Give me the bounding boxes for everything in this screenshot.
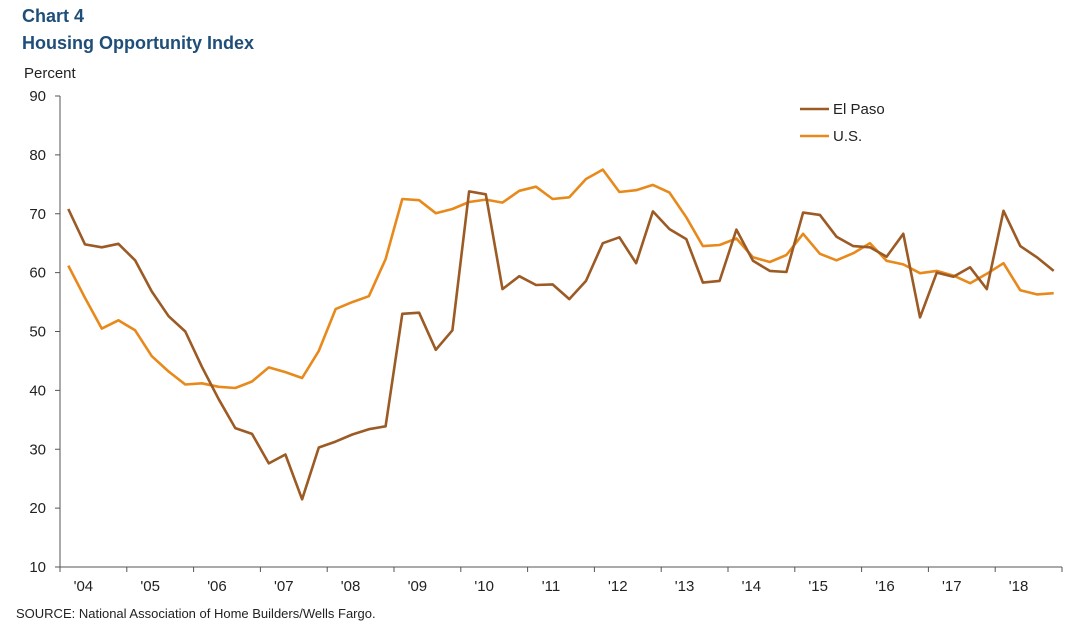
x-tick-label: '17	[942, 578, 962, 595]
x-tick-label: '12	[608, 578, 628, 595]
x-tick-label: '08	[341, 578, 361, 595]
x-tick-label: '04	[74, 578, 94, 595]
series-layer	[67, 168, 1055, 501]
x-tick-label: '15	[808, 578, 828, 595]
y-tick-label: 70	[29, 206, 46, 223]
chart-title: Housing Opportunity Index	[22, 33, 254, 53]
y-tick-label: 40	[29, 382, 46, 399]
x-axis: '04 '05 '06 '07 '08 '09 '10 '11 '12 '13 '14 '15 '16 '…	[59, 566, 1063, 595]
source-note: SOURCE: National Association of Home Bui…	[16, 606, 376, 621]
x-tick-label: '05	[140, 578, 160, 595]
x-tick-label: '10	[474, 578, 494, 595]
x-tick-label: '07	[274, 578, 294, 595]
y-tick-label: 20	[29, 500, 46, 517]
chart-label: Chart 4	[22, 6, 85, 26]
y-tick-label: 30	[29, 441, 46, 458]
y-tick-label: 10	[29, 559, 46, 576]
y-tick-label: 90	[29, 88, 46, 105]
y-tick-label: 80	[29, 147, 46, 164]
legend-label-u-s: U.S.	[833, 128, 862, 145]
x-tick-label: '16	[875, 578, 895, 595]
x-tick-label: '09	[408, 578, 428, 595]
x-tick-label: '06	[207, 578, 227, 595]
y-axis: 10 20 30 40 50 60 70 80 90	[29, 88, 61, 576]
legend-label-el-paso: El Paso	[833, 101, 885, 118]
x-tick-label: '18	[1009, 578, 1029, 595]
x-tick-label: '11	[542, 578, 560, 595]
series-line-el-paso	[67, 190, 1055, 501]
y-axis-title: Percent	[24, 65, 77, 82]
y-tick-label: 50	[29, 324, 46, 341]
x-tick-label: '14	[742, 578, 762, 595]
legend: El Paso U.S.	[800, 101, 885, 145]
x-tick-label: '13	[675, 578, 695, 595]
y-tick-label: 60	[29, 265, 46, 282]
series-line-u-s	[67, 168, 1054, 390]
